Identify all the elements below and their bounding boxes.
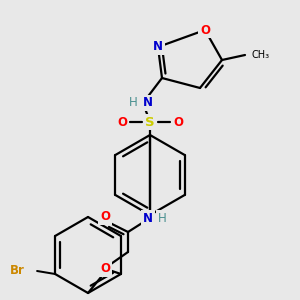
Text: CH₃: CH₃ <box>252 50 270 60</box>
Text: H: H <box>158 212 166 224</box>
Text: Br: Br <box>10 265 25 278</box>
Text: S: S <box>145 116 155 128</box>
Text: O: O <box>100 211 110 224</box>
Text: N: N <box>153 40 163 53</box>
Text: O: O <box>200 23 210 37</box>
Text: H: H <box>129 97 137 110</box>
Text: O: O <box>100 262 110 275</box>
Text: N: N <box>143 97 153 110</box>
Text: O: O <box>117 116 127 128</box>
Text: O: O <box>173 116 183 128</box>
Text: N: N <box>143 212 153 224</box>
